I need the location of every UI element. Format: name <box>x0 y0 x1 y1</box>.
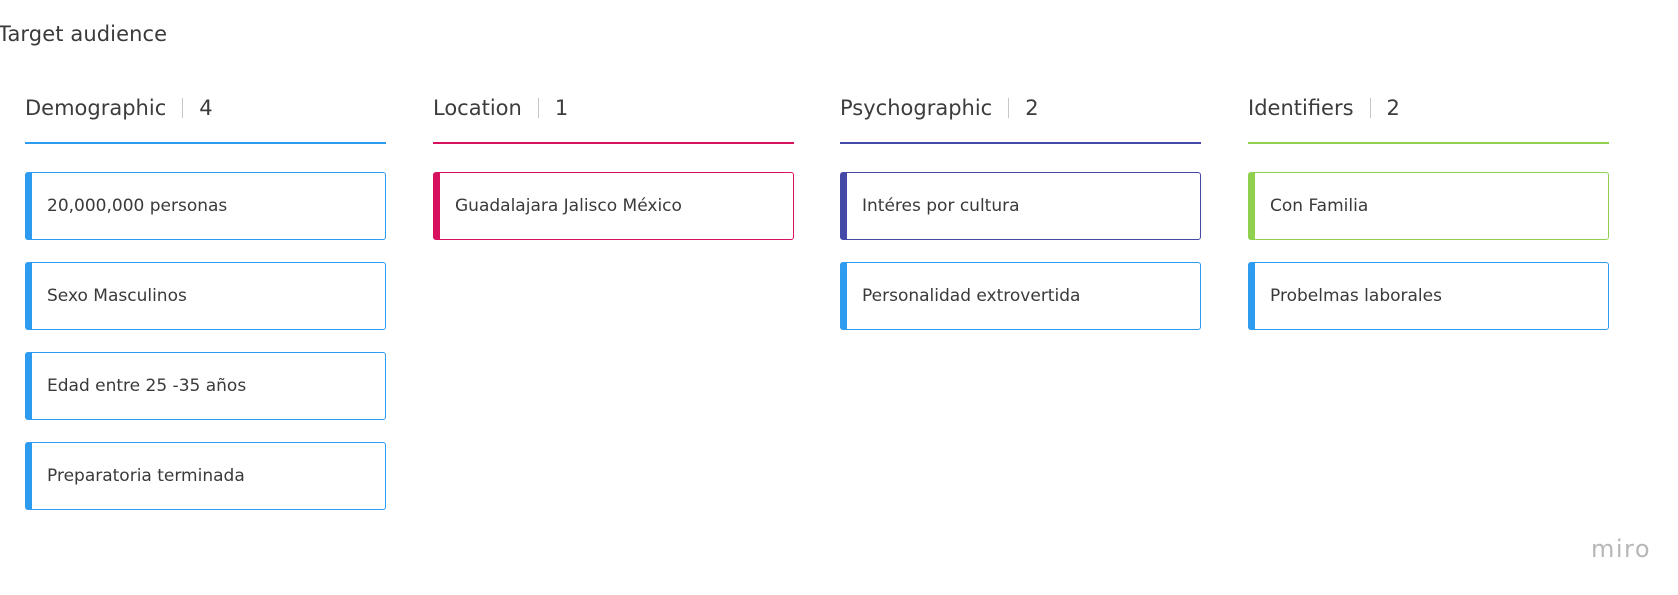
card-text: Guadalajara Jalisco México <box>455 196 682 216</box>
column-header: Identifiers 2 <box>1248 96 1609 144</box>
column-count: 2 <box>1025 96 1039 120</box>
column-divider <box>1008 98 1010 118</box>
card-text: Personalidad extrovertida <box>862 286 1081 306</box>
column-location: Location 1 Guadalajara Jalisco México <box>433 96 794 262</box>
column-count: 1 <box>554 96 569 120</box>
card[interactable]: Probelmas laborales <box>1248 262 1609 330</box>
card[interactable]: Sexo Masculinos <box>25 262 386 330</box>
column-divider <box>1369 98 1371 118</box>
column-title[interactable]: Psychographic <box>840 96 993 120</box>
card-list: Con Familia Probelmas laborales <box>1248 172 1609 330</box>
column-title-group: Psychographic 2 <box>840 96 1039 120</box>
card[interactable]: Edad entre 25 -35 años <box>25 352 386 420</box>
card-text: 20,000,000 personas <box>47 196 228 216</box>
column-count: 4 <box>199 96 213 120</box>
miro-logo: miro <box>1591 535 1652 563</box>
card-text: Intéres por cultura <box>862 196 1020 216</box>
column-title-group: Identifiers 2 <box>1248 96 1400 120</box>
column-header: Psychographic 2 <box>840 96 1201 144</box>
card-text: Probelmas laborales <box>1270 286 1442 306</box>
card[interactable]: Preparatoria terminada <box>25 442 386 510</box>
column-header: Location 1 <box>433 96 794 144</box>
column-divider <box>537 98 539 118</box>
card[interactable]: Personalidad extrovertida <box>840 262 1201 330</box>
column-identifiers: Identifiers 2 Con Familia Probelmas labo… <box>1248 96 1609 352</box>
card-text: Preparatoria terminada <box>47 466 245 486</box>
card[interactable]: 20,000,000 personas <box>25 172 386 240</box>
column-title[interactable]: Identifiers <box>1248 96 1354 120</box>
column-title[interactable]: Demographic <box>25 96 167 120</box>
column-title-group: Location 1 <box>433 96 568 120</box>
card-text: Sexo Masculinos <box>47 286 187 306</box>
card-list: Guadalajara Jalisco México <box>433 172 794 240</box>
column-title[interactable]: Location <box>433 96 522 120</box>
card[interactable]: Intéres por cultura <box>840 172 1201 240</box>
card-list: Intéres por cultura Personalidad extrove… <box>840 172 1201 330</box>
column-divider <box>182 98 184 118</box>
card-text: Con Familia <box>1270 196 1369 216</box>
column-psychographic: Psychographic 2 Intéres por cultura Pers… <box>840 96 1201 352</box>
column-title-group: Demographic 4 <box>25 96 213 120</box>
card-text: Edad entre 25 -35 años <box>47 376 247 396</box>
column-count: 2 <box>1386 96 1400 120</box>
card[interactable]: Guadalajara Jalisco México <box>433 172 794 240</box>
card[interactable]: Con Familia <box>1248 172 1609 240</box>
column-demographic: Demographic 4 20,000,000 personas Sexo M… <box>25 96 386 532</box>
card-list: 20,000,000 personas Sexo Masculinos Edad… <box>25 172 386 510</box>
board-title: Target audience <box>0 22 168 46</box>
column-header: Demographic 4 <box>25 96 386 144</box>
